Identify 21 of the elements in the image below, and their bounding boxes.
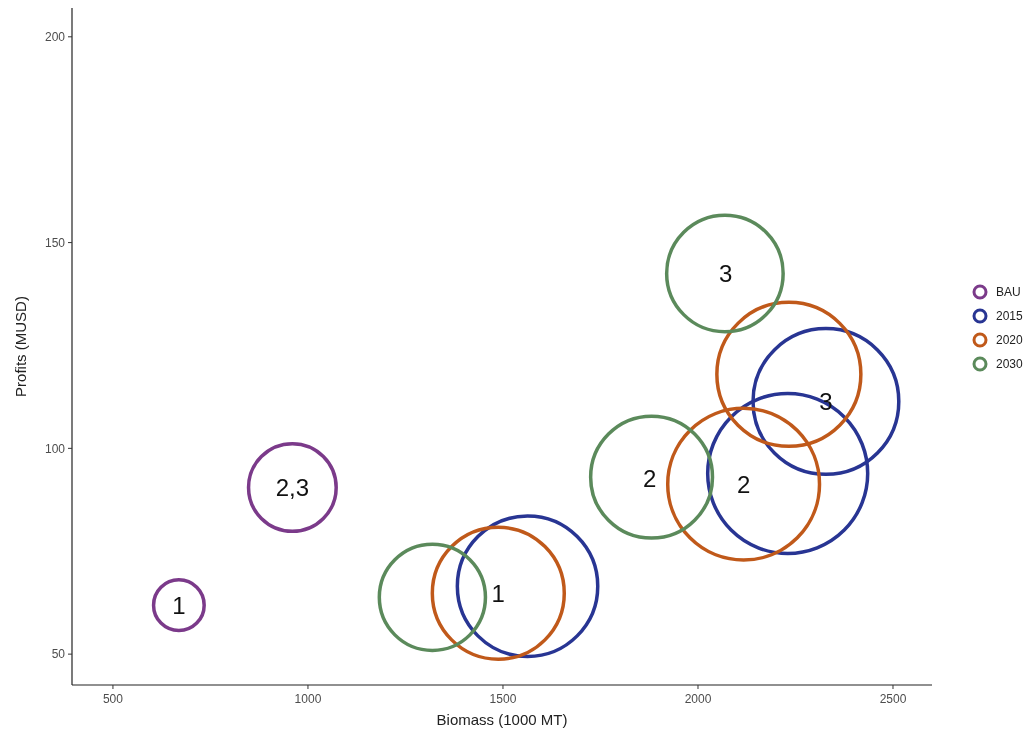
x-axis-title: Biomass (1000 MT) [436,711,568,728]
y-axis-title: Profits (MUSD) [12,296,29,397]
annotation: 2 [642,464,657,492]
legend-label: BAU [996,285,1021,300]
x-tick-label: 1500 [489,692,517,706]
annotation: 1 [172,591,186,619]
legend-label: 2020 [996,333,1024,348]
legend-label: 2015 [996,309,1024,324]
x-tick-label: 500 [102,692,124,706]
annotation: 3 [719,259,733,287]
y-tick-label: 200 [44,30,66,45]
x-tick-label: 2500 [879,692,907,706]
annotation: 2,3 [275,473,310,501]
y-tick-label: 100 [44,441,66,456]
y-tick-label: 50 [51,647,66,662]
x-tick-label: 1000 [294,692,322,706]
y-tick-label: 150 [44,235,66,250]
annotation: 1 [491,579,505,607]
legend-label: 2030 [996,357,1024,372]
annotation: 2 [736,470,751,498]
x-tick-label: 2000 [684,692,712,706]
